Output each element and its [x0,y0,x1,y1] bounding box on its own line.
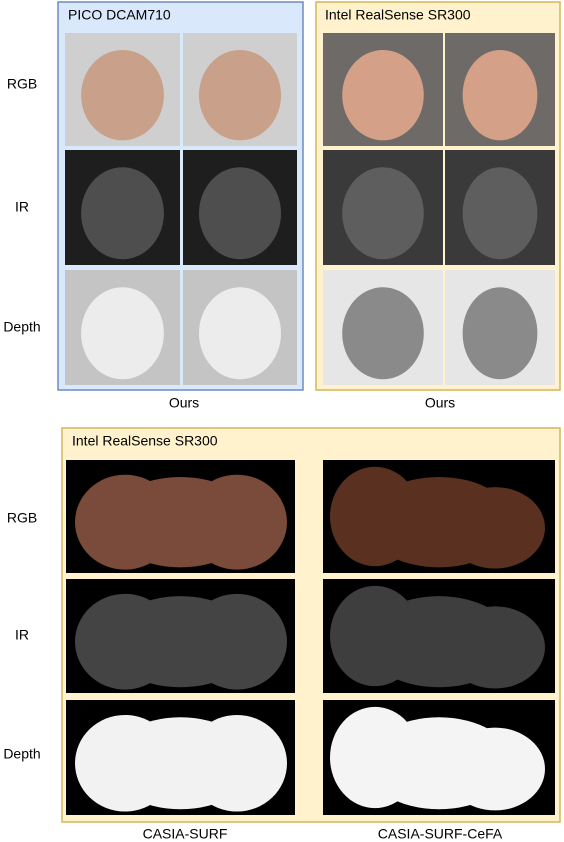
caption: CASIA-SURF-CeFA [378,826,503,842]
face [187,593,287,690]
face [81,167,164,260]
face [445,606,545,689]
caption: Ours [169,395,199,411]
face [342,49,424,141]
face [342,287,424,380]
row-label: RGB [7,76,37,92]
face [445,727,545,811]
row-label: IR [15,627,29,643]
face [81,287,164,380]
face [462,167,538,260]
face [187,474,287,570]
images [65,33,555,815]
face [198,49,282,141]
caption: CASIA-SURF [143,826,228,842]
face [330,466,420,567]
row-label: Depth [3,319,40,335]
face [75,474,175,570]
face [330,585,420,687]
face [198,287,282,380]
face [462,287,538,380]
face [445,487,545,569]
panel-title: Intel RealSense SR300 [325,7,471,23]
row-label: Depth [3,746,40,762]
face [462,49,538,141]
caption: Ours [425,395,455,411]
face [75,593,175,690]
face [330,706,420,809]
row-label: IR [15,199,29,215]
row-label: RGB [7,510,37,526]
face [342,167,424,260]
face [198,167,282,260]
panel-title: PICO DCAM710 [68,7,171,23]
panel-title: Intel RealSense SR300 [72,433,218,449]
face [75,714,175,812]
face [187,714,287,812]
face [81,49,164,141]
